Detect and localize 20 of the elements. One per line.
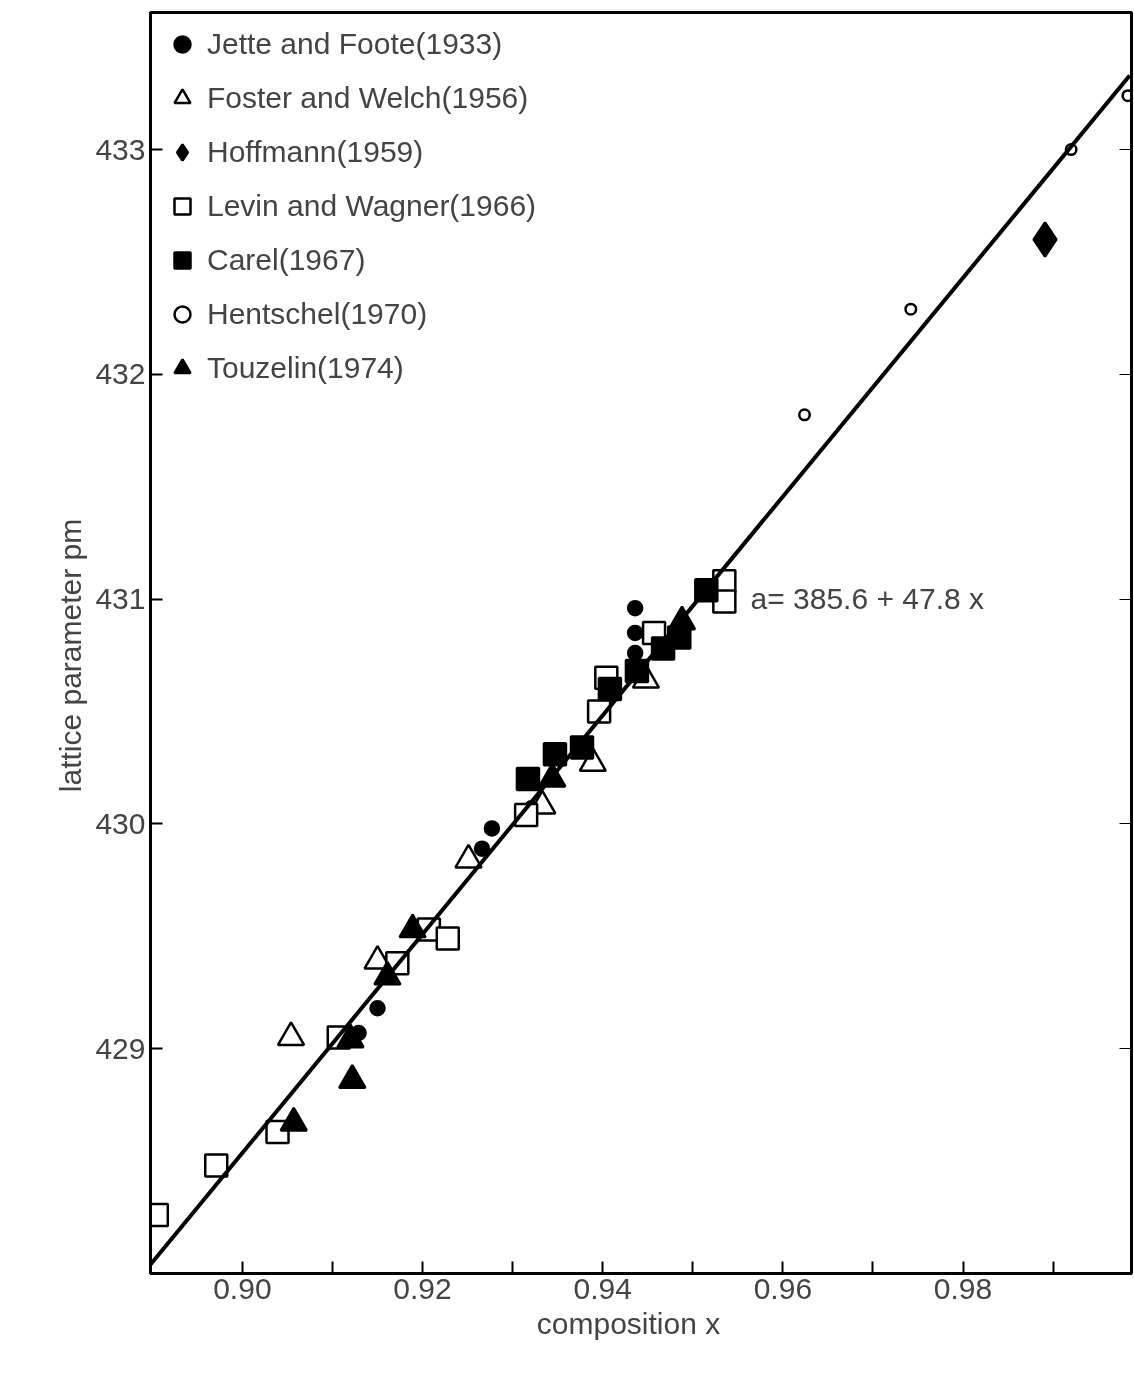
x-tick-label: 0.90 xyxy=(213,1271,272,1305)
legend-label: Carel(1967) xyxy=(207,243,366,277)
y-axis-title: lattice parameter pm xyxy=(54,518,88,793)
legend-label: Hoffmann(1959) xyxy=(207,135,424,169)
y-tick-label: 429 xyxy=(95,1031,146,1065)
legend-label: Foster and Welch(1956) xyxy=(207,81,529,115)
annotation: a= 385.6 + 47.8 x xyxy=(750,582,985,615)
y-tick-label: 431 xyxy=(95,582,146,616)
legend-label: Touzelin(1974) xyxy=(207,351,404,385)
legend-label: Levin and Wagner(1966) xyxy=(207,189,537,223)
x-tick-label: 0.92 xyxy=(393,1271,452,1305)
y-tick-label: 430 xyxy=(95,806,146,840)
x-tick-label: 0.94 xyxy=(573,1271,632,1305)
legend-label: Hentschel(1970) xyxy=(207,297,428,331)
x-tick-label: 0.98 xyxy=(933,1271,993,1305)
y-tick-label: 432 xyxy=(95,357,146,391)
legend-label: Jette and Foote(1933) xyxy=(207,27,503,61)
y-tick-label: 433 xyxy=(95,132,146,166)
x-axis-title: composition x xyxy=(536,1306,721,1340)
x-tick-label: 0.96 xyxy=(753,1271,813,1305)
